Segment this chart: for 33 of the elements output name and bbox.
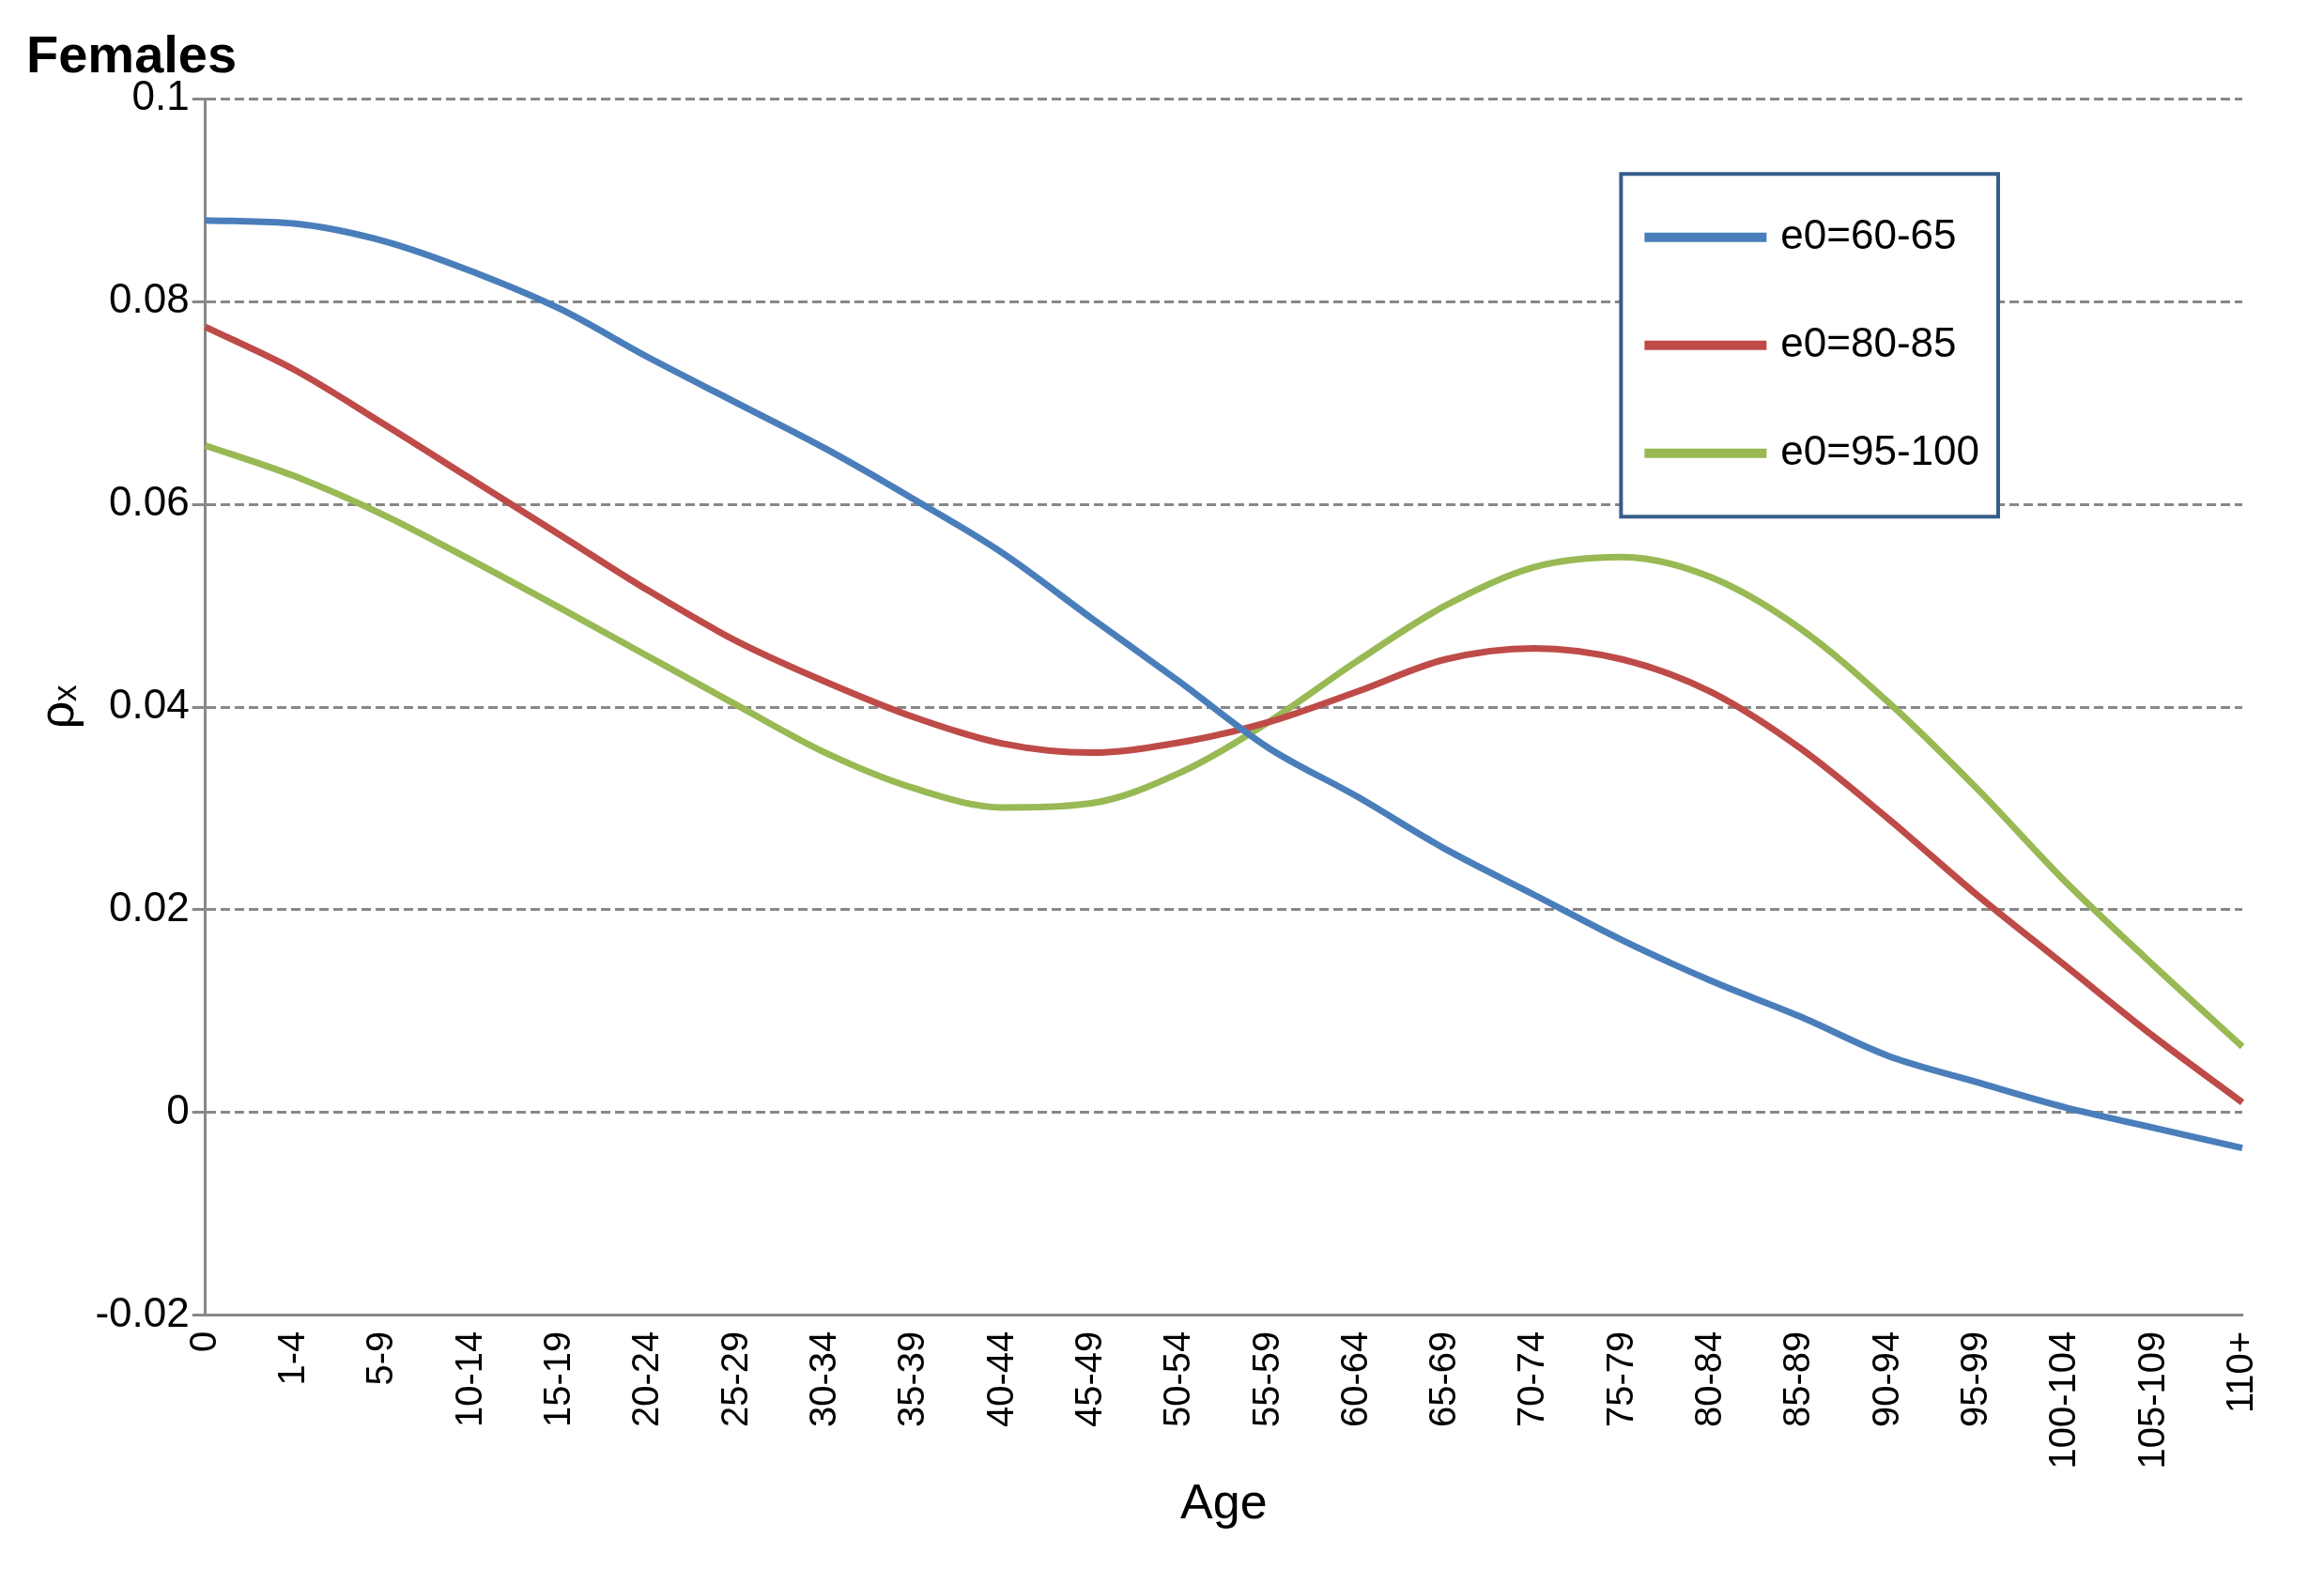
x-axis-title: Age [1180,1474,1268,1530]
legend-label: e0=80-85 [1780,318,1957,365]
x-tick-label: 95-99 [1953,1331,1995,1428]
x-tick-label: 100-104 [2041,1331,2084,1470]
x-tick-label: 1-4 [270,1331,313,1386]
x-tick-label: 60-64 [1332,1331,1375,1428]
x-tick-label: 15-19 [535,1331,577,1428]
x-tick-label: 50-54 [1156,1331,1198,1428]
x-tick-label: 80-84 [1687,1331,1730,1428]
y-tick-label: 0 [166,1086,190,1133]
x-tick-label: 75-79 [1598,1331,1640,1428]
x-tick-label: 65-69 [1422,1331,1464,1428]
legend-label: e0=95-100 [1780,426,1980,473]
x-tick-label: 110+ [2219,1331,2261,1413]
x-tick-label: 35-39 [890,1331,932,1428]
x-tick-label: 20-24 [624,1331,667,1428]
x-tick-label: 40-44 [978,1331,1021,1428]
x-tick-label: 85-89 [1776,1331,1818,1428]
x-tick-label: 105-109 [2130,1331,2172,1470]
y-tick-label: 0.02 [109,884,190,931]
x-tick-label: 55-59 [1244,1331,1286,1428]
y-tick-label: 0.08 [109,275,190,322]
y-axis-title: ρₓ [28,685,84,730]
legend-label: e0=60-65 [1780,210,1957,257]
x-tick-label: 5-9 [359,1331,401,1386]
x-tick-label: 90-94 [1864,1331,1906,1428]
y-tick-label: 0.06 [109,478,190,525]
x-tick-label: 70-74 [1510,1331,1552,1428]
x-tick-label: 45-49 [1067,1331,1109,1428]
x-tick-label: 10-14 [447,1331,489,1428]
x-tick-label: 30-34 [801,1331,843,1428]
x-tick-label: 25-29 [713,1331,755,1428]
y-tick-label: 0.04 [109,681,190,728]
